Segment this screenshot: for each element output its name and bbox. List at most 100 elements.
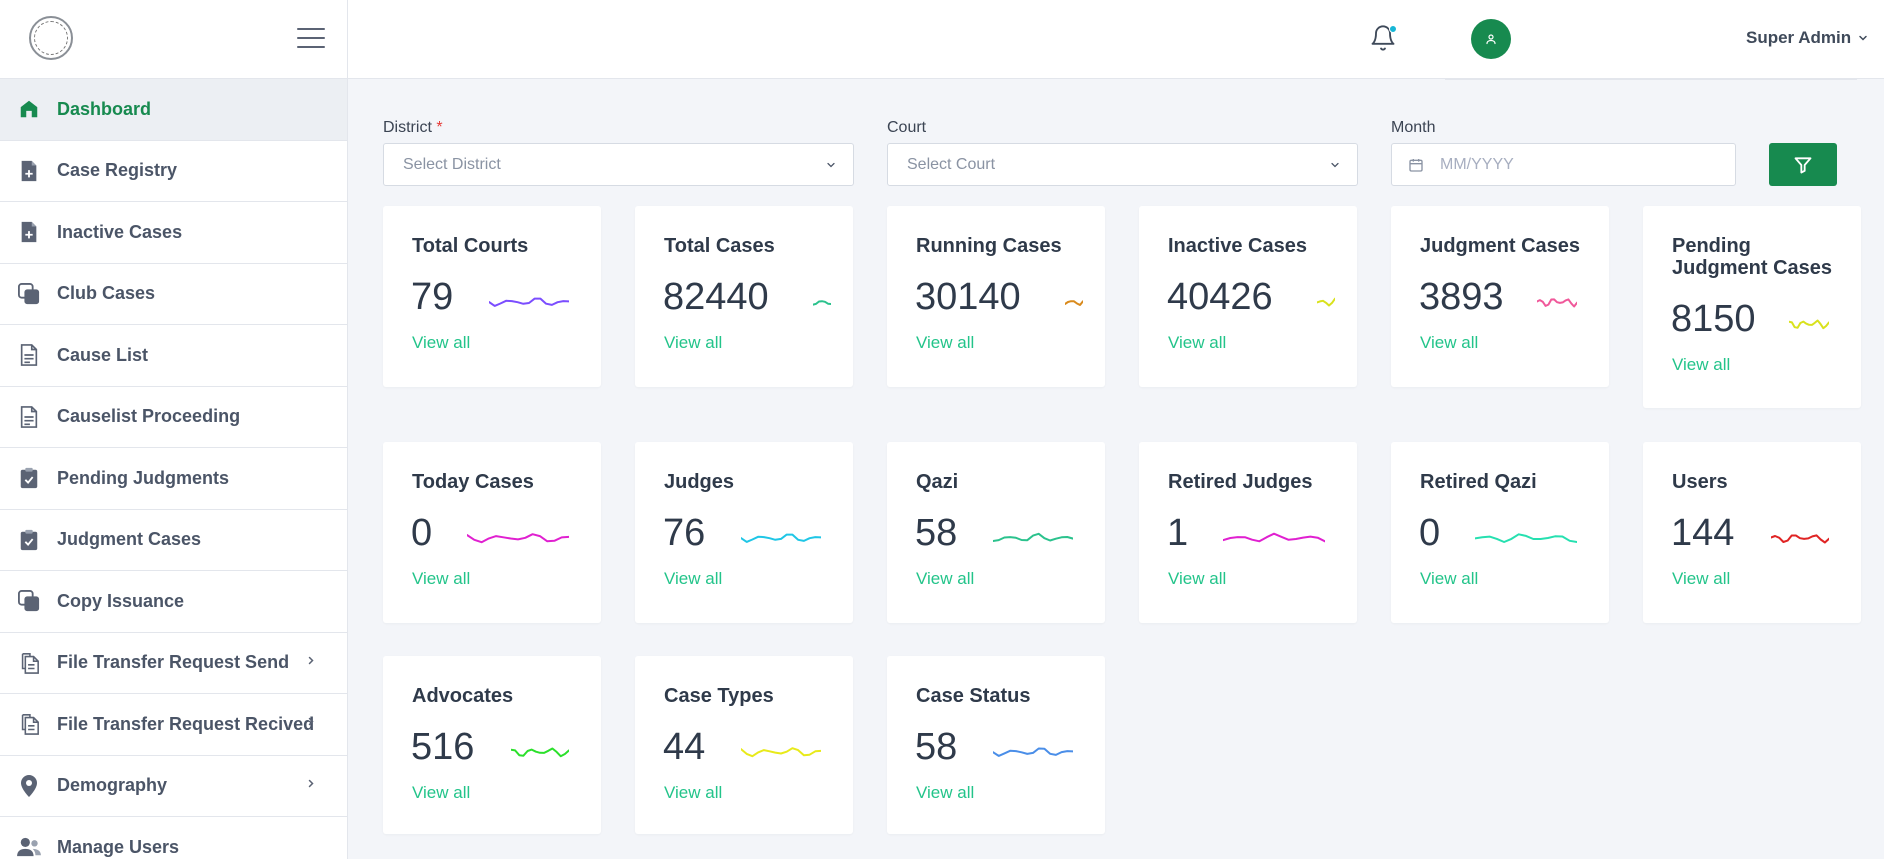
sparkline-icon — [1065, 300, 1083, 306]
view-all-link[interactable]: View all — [1420, 333, 1479, 352]
sidebar-item-dashboard[interactable]: Dashboard — [0, 79, 347, 141]
sparkline-icon — [741, 747, 821, 758]
sidebar-item-copy-issuance[interactable]: Copy Issuance — [0, 571, 347, 633]
sidebar-item-judgment-cases[interactable]: Judgment Cases — [0, 510, 347, 571]
view-all-link[interactable]: View all — [664, 783, 723, 802]
stat-card-title: Qazi — [916, 471, 959, 493]
view-all-link[interactable]: View all — [664, 333, 723, 352]
stat-card-advocates: Advocates 516 View all — [383, 656, 601, 834]
stat-card-pending-judgment-cases: Pending Judgment Cases 8150 View all — [1643, 206, 1861, 408]
view-all-link[interactable]: View all — [1672, 569, 1731, 588]
sidebar-header — [0, 0, 347, 79]
district-select[interactable]: Select District — [383, 143, 854, 186]
district-label: District * — [383, 119, 443, 136]
view-all-link[interactable]: View all — [1168, 569, 1227, 588]
view-all-link[interactable]: View all — [664, 569, 723, 588]
stat-card-title: Judges — [664, 471, 735, 493]
stat-card-qazi: Qazi 58 View all — [887, 442, 1105, 623]
sparkline-icon — [1771, 534, 1829, 544]
chevron-right-icon — [305, 653, 317, 672]
court-select[interactable]: Select Court — [887, 143, 1358, 186]
stat-card-title: Case Types — [664, 685, 774, 707]
stat-card-total-courts: Total Courts 79 View all — [383, 206, 601, 387]
stat-card-value: 8150 — [1671, 298, 1756, 340]
sidebar-item-label: Judgment Cases — [57, 529, 202, 550]
view-all-link[interactable]: View all — [412, 333, 471, 352]
view-all-link[interactable]: View all — [412, 783, 471, 802]
stat-card-value: 0 — [411, 512, 433, 554]
view-all-link[interactable]: View all — [412, 569, 471, 588]
apply-filter-button[interactable] — [1769, 143, 1837, 186]
view-all-link[interactable]: View all — [1420, 569, 1479, 588]
month-label: Month — [1391, 119, 1436, 136]
view-all-link[interactable]: View all — [916, 783, 975, 802]
menu-toggle-icon[interactable] — [297, 28, 325, 50]
stat-card-value: 82440 — [663, 276, 769, 318]
sparkline-icon — [1475, 533, 1577, 543]
chevron-down-icon — [827, 162, 835, 168]
stat-card-value: 58 — [915, 512, 958, 554]
sidebar-item-case-registry[interactable]: Case Registry — [0, 141, 347, 202]
filter-icon — [1794, 156, 1812, 173]
sparkline-icon — [467, 533, 569, 544]
chevron-right-icon — [305, 776, 317, 795]
stat-card-value: 1 — [1167, 512, 1189, 554]
month-input[interactable]: MM/YYYY — [1391, 143, 1736, 186]
sidebar-item-file-transfer-request-send[interactable]: File Transfer Request Send — [0, 633, 347, 694]
stat-card-judgment-cases: Judgment Cases 3893 View all — [1391, 206, 1609, 387]
clipboard-check-icon — [17, 528, 41, 552]
sidebar-item-label: Club Cases — [57, 283, 156, 304]
sidebar-item-file-transfer-request-recived[interactable]: File Transfer Request Recived — [0, 694, 347, 756]
sidebar-item-label: Pending Judgments — [57, 467, 230, 488]
sidebar-item-club-cases[interactable]: Club Cases — [0, 264, 347, 325]
sidebar-nav: Dashboard Case Registry Inactive Cases Club… — [0, 79, 347, 859]
stat-card-value: 516 — [411, 726, 475, 768]
user-menu[interactable]: Super Admin — [1746, 28, 1869, 48]
notification-bell-icon[interactable] — [1369, 24, 1397, 52]
sidebar-item-label: Copy Issuance — [57, 590, 185, 611]
document-icon — [17, 405, 41, 429]
stat-card-title: Inactive Cases — [1168, 235, 1307, 257]
stat-card-retired-judges: Retired Judges 1 View all — [1139, 442, 1357, 623]
sidebar-item-label: Manage Users — [57, 836, 180, 857]
court-logo[interactable] — [29, 16, 73, 60]
notification-dot — [1389, 25, 1397, 33]
sidebar-item-label: Demography — [57, 775, 168, 796]
stat-card-case-types: Case Types 44 View all — [635, 656, 853, 834]
sparkline-icon — [489, 297, 569, 307]
map-pin-icon — [17, 774, 41, 798]
view-all-link[interactable]: View all — [916, 569, 975, 588]
sparkline-icon — [511, 747, 569, 758]
sidebar-item-cause-list[interactable]: Cause List — [0, 325, 347, 387]
stat-card-retired-qazi: Retired Qazi 0 View all — [1391, 442, 1609, 623]
stat-card-case-status: Case Status 58 View all — [887, 656, 1105, 834]
sparkline-icon — [993, 747, 1073, 757]
sparkline-icon — [1537, 298, 1577, 308]
sidebar-item-label: Cause List — [57, 344, 149, 365]
sidebar-item-causelist-proceeding[interactable]: Causelist Proceeding — [0, 387, 347, 448]
district-select-placeholder: Select District — [403, 155, 501, 173]
sidebar-item-label: Causelist Proceeding — [57, 406, 241, 427]
view-all-link[interactable]: View all — [1672, 355, 1731, 374]
home-icon — [17, 97, 41, 121]
clipboard-check-icon — [17, 466, 41, 490]
stat-card-title: Pending Judgment Cases — [1672, 235, 1833, 279]
stat-card-value: 0 — [1419, 512, 1441, 554]
stat-card-title: Total Courts — [412, 235, 529, 257]
sparkline-icon — [1789, 319, 1829, 330]
sidebar-item-manage-users[interactable]: Manage Users — [0, 817, 347, 859]
sidebar-item-inactive-cases[interactable]: Inactive Cases — [0, 202, 347, 264]
stat-card-value: 76 — [663, 512, 706, 554]
stat-card-value: 30140 — [915, 276, 1021, 318]
sidebar-item-pending-judgments[interactable]: Pending Judgments — [0, 448, 347, 510]
court-label: Court — [887, 119, 927, 136]
chevron-down-icon — [1331, 162, 1339, 168]
user-avatar[interactable] — [1471, 19, 1511, 59]
stat-card-value: 58 — [915, 726, 958, 768]
view-all-link[interactable]: View all — [1168, 333, 1227, 352]
view-all-link[interactable]: View all — [916, 333, 975, 352]
sparkline-icon — [813, 300, 831, 306]
stat-card-value: 3893 — [1419, 276, 1504, 318]
file-plus-icon — [17, 220, 41, 244]
sidebar-item-demography[interactable]: Demography — [0, 756, 347, 817]
